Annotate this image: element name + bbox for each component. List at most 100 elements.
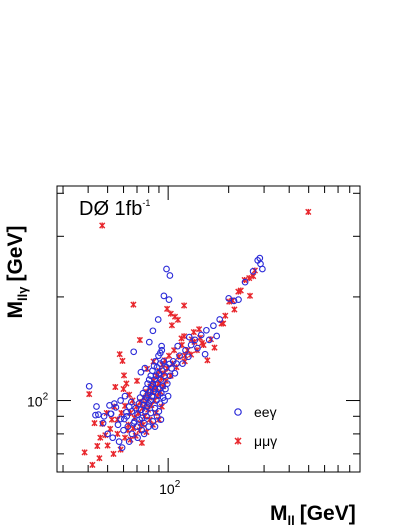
point-ee (128, 408, 136, 415)
x-axis-label: Mll [GeV] (270, 502, 356, 528)
point-mumu (120, 372, 128, 379)
point-ee (174, 342, 182, 350)
point-mumu (200, 341, 207, 349)
point-mumu (246, 292, 254, 299)
svg-text:Mllγ[GeV]: Mllγ[GeV] (4, 226, 30, 319)
point-ee (176, 352, 183, 360)
point-mumu (237, 287, 244, 294)
point-ee (140, 419, 148, 427)
point-ee (107, 410, 115, 418)
point-ee (235, 296, 242, 303)
point-ee (166, 272, 174, 279)
point-ee (203, 326, 210, 334)
point-ee (171, 369, 179, 377)
point-mumu (138, 439, 145, 446)
point-ee (134, 434, 141, 442)
point-mumu (118, 409, 125, 417)
point-ee (210, 322, 217, 330)
point-ee (182, 346, 189, 354)
point-mumu (168, 322, 175, 329)
point-ee (158, 346, 166, 354)
y-axis-label: Mllγ[GeV] (4, 226, 30, 319)
point-ee (157, 416, 165, 423)
point-ee (130, 348, 138, 356)
point-ee (100, 412, 108, 420)
point-mumu (110, 450, 117, 457)
point-mumu (123, 380, 130, 387)
point-ee (201, 350, 209, 358)
point-mumu (91, 420, 98, 427)
plot-frame (56, 185, 361, 473)
point-mumu (107, 425, 114, 432)
point-ee (187, 341, 195, 349)
y-tick-label: 102 (27, 392, 49, 410)
point-ee (148, 392, 156, 400)
point-mumu (204, 357, 211, 364)
point-ee (145, 423, 153, 430)
point-mumu (136, 336, 143, 344)
point-ee (225, 295, 233, 302)
point-ee (114, 421, 122, 429)
point-ee (154, 316, 162, 323)
point-mumu (94, 442, 101, 450)
point-ee (109, 434, 117, 442)
point-ee (120, 426, 127, 434)
point-ee (184, 353, 192, 361)
point-ee (140, 430, 148, 438)
point-ee (125, 438, 133, 445)
axis-ticks: 102 102 (27, 186, 360, 497)
point-ee (197, 331, 205, 339)
point-ee (151, 404, 159, 412)
point-mumu (190, 329, 197, 336)
point-ee (161, 397, 168, 404)
point-mumu (119, 357, 126, 364)
point-ee (149, 327, 157, 335)
point-ee (241, 278, 249, 286)
point-ee (185, 333, 193, 341)
point-mumu (114, 430, 121, 437)
point-ee (128, 430, 136, 438)
point-mumu (174, 316, 181, 323)
point-ee (230, 297, 238, 305)
point-mumu (222, 312, 229, 319)
point-ee (168, 365, 175, 372)
point-mumu (133, 377, 141, 384)
point-ee (112, 404, 120, 411)
point-ee (117, 415, 124, 423)
point-ee (165, 296, 173, 303)
point-ee (151, 423, 159, 430)
point-ee (164, 392, 172, 400)
point-ee (157, 376, 165, 383)
point-mumu (231, 306, 238, 313)
point-ee (179, 360, 186, 367)
point-ee (121, 392, 129, 400)
point-ee (191, 336, 199, 344)
legend-label-ee: eeγ (254, 404, 277, 420)
point-ee (85, 382, 93, 390)
point-mumu (120, 385, 127, 393)
point-ee (156, 400, 164, 407)
point-ee (216, 316, 224, 323)
point-ee (147, 409, 155, 417)
point-ee (194, 344, 201, 352)
point-mumu (81, 449, 88, 456)
legend-label-mm: μμγ (254, 433, 277, 449)
data-points (81, 208, 312, 468)
point-mumu (86, 391, 93, 398)
chart-annotation: DØ 1fb-1 (79, 198, 150, 220)
point-ee (93, 403, 100, 410)
point-mumu (164, 305, 171, 312)
point-mumu (305, 208, 312, 215)
point-mumu (241, 276, 248, 284)
point-ee (158, 342, 165, 350)
point-mumu (181, 333, 188, 340)
point-mumu (108, 416, 115, 423)
point-ee (104, 430, 111, 438)
point-ee (115, 438, 123, 445)
point-ee (127, 398, 135, 406)
plot-area-border (56, 185, 361, 473)
point-mumu (116, 351, 123, 358)
point-mumu (97, 434, 104, 441)
point-ee (137, 368, 145, 376)
